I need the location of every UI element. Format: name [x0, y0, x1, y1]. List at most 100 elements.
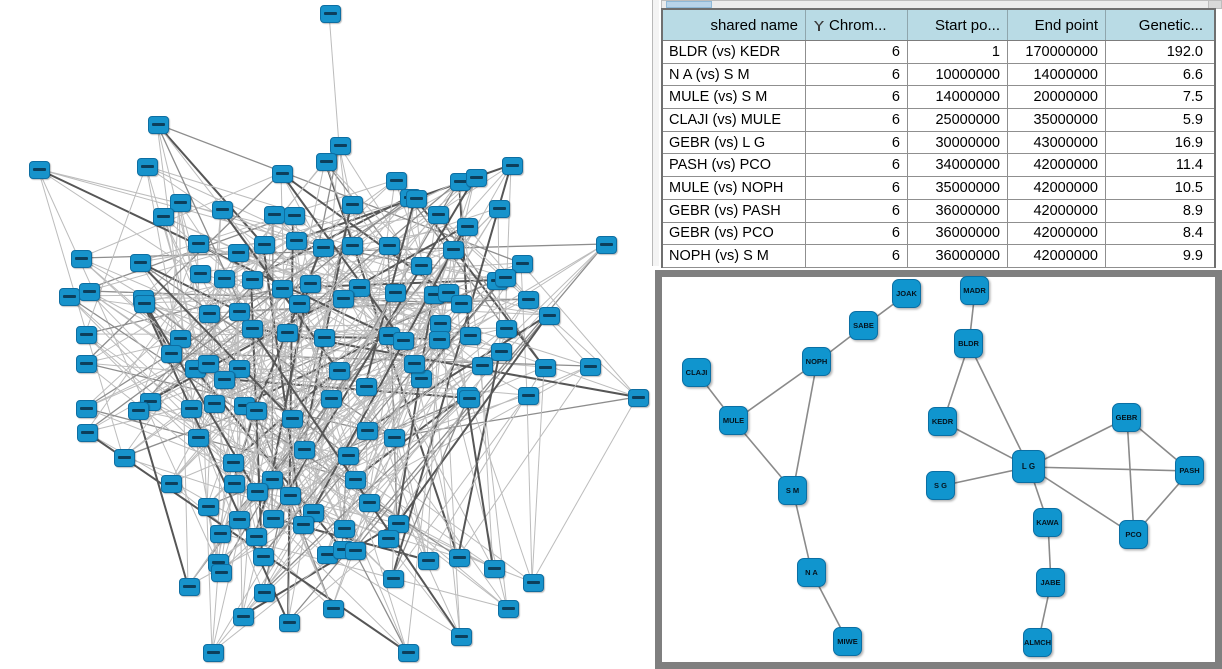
network-node[interactable]: [517, 291, 539, 309]
network-node-jabe[interactable]: JABE: [1036, 568, 1065, 597]
network-node[interactable]: [417, 552, 439, 570]
network-node[interactable]: [450, 295, 472, 313]
main-network-view[interactable]: [0, 0, 652, 669]
network-node[interactable]: [147, 116, 169, 134]
network-node-s-g[interactable]: S G: [926, 471, 955, 500]
network-node-gebr[interactable]: GEBR: [1112, 403, 1141, 432]
network-node[interactable]: [187, 429, 209, 447]
network-node-kawa[interactable]: KAWA: [1033, 508, 1062, 537]
network-node[interactable]: [428, 331, 450, 349]
network-node[interactable]: [281, 410, 303, 428]
network-node[interactable]: [160, 345, 182, 363]
network-node[interactable]: [70, 250, 92, 268]
network-node[interactable]: [387, 515, 409, 533]
network-node[interactable]: [211, 201, 233, 219]
network-node[interactable]: [627, 389, 649, 407]
network-node[interactable]: [178, 578, 200, 596]
column-header-shared-name[interactable]: shared name: [663, 10, 806, 40]
network-node-kedr[interactable]: KEDR: [928, 407, 957, 436]
network-node[interactable]: [78, 283, 100, 301]
network-node[interactable]: [517, 387, 539, 405]
network-node[interactable]: [197, 355, 219, 373]
table-row[interactable]: N A (vs) S M 6 10000000 14000000 6.6: [663, 63, 1214, 87]
table-row[interactable]: NOPH (vs) S M 6 36000000 42000000 9.9: [663, 245, 1214, 268]
network-node[interactable]: [160, 475, 182, 493]
filter-funnel-icon[interactable]: [814, 20, 825, 31]
network-node[interactable]: [152, 208, 174, 226]
network-node[interactable]: [427, 206, 449, 224]
network-node[interactable]: [189, 265, 211, 283]
network-node[interactable]: [358, 494, 380, 512]
network-node[interactable]: [397, 644, 419, 662]
network-node[interactable]: [241, 320, 263, 338]
network-node[interactable]: [488, 200, 510, 218]
network-node[interactable]: [198, 305, 220, 323]
network-node[interactable]: [405, 190, 427, 208]
network-node[interactable]: [410, 257, 432, 275]
sub-network-view[interactable]: JOAK SABE NOPH CLAJI MULE S M N A MIWE MADR BLDR K…: [662, 276, 1215, 662]
network-node-madr[interactable]: MADR: [960, 276, 989, 305]
network-node-joak[interactable]: JOAK: [892, 279, 921, 308]
network-node[interactable]: [228, 303, 250, 321]
network-node[interactable]: [385, 172, 407, 190]
network-node[interactable]: [76, 424, 98, 442]
network-node[interactable]: [197, 498, 219, 516]
network-node[interactable]: [329, 137, 351, 155]
network-node[interactable]: [228, 511, 250, 529]
network-node[interactable]: [341, 196, 363, 214]
network-node[interactable]: [253, 236, 275, 254]
column-header-end-point[interactable]: End point: [1008, 10, 1106, 40]
network-node[interactable]: [169, 194, 191, 212]
network-node[interactable]: [245, 528, 267, 546]
network-node[interactable]: [384, 284, 406, 302]
network-node[interactable]: [377, 530, 399, 548]
network-node[interactable]: [497, 600, 519, 618]
network-node[interactable]: [133, 295, 155, 313]
network-node-n-a[interactable]: N A: [797, 558, 826, 587]
network-node[interactable]: [293, 441, 315, 459]
table-row[interactable]: GEBR (vs) PASH 6 36000000 42000000 8.9: [663, 199, 1214, 223]
network-node[interactable]: [450, 628, 472, 646]
network-node-miwe[interactable]: MIWE: [833, 627, 862, 656]
network-node[interactable]: [458, 390, 480, 408]
network-node[interactable]: [213, 270, 235, 288]
network-node[interactable]: [313, 329, 335, 347]
network-node-noph[interactable]: NOPH: [802, 347, 831, 376]
column-header-genetic[interactable]: Genetic...: [1106, 10, 1210, 40]
network-node[interactable]: [494, 269, 516, 287]
network-node-bldr[interactable]: BLDR: [954, 329, 983, 358]
network-node[interactable]: [538, 307, 560, 325]
network-node[interactable]: [456, 218, 478, 236]
network-node[interactable]: [203, 395, 225, 413]
network-node[interactable]: [223, 475, 245, 493]
network-node[interactable]: [382, 570, 404, 588]
network-node[interactable]: [279, 487, 301, 505]
table-row[interactable]: PASH (vs) PCO 6 34000000 42000000 11.4: [663, 154, 1214, 178]
network-node[interactable]: [202, 644, 224, 662]
network-node[interactable]: [227, 244, 249, 262]
network-node[interactable]: [383, 429, 405, 447]
network-node[interactable]: [501, 157, 523, 175]
network-node[interactable]: [263, 206, 285, 224]
network-node[interactable]: [392, 332, 414, 350]
network-node[interactable]: [471, 357, 493, 375]
network-node[interactable]: [113, 449, 135, 467]
network-node[interactable]: [271, 280, 293, 298]
network-node[interactable]: [232, 608, 254, 626]
network-node[interactable]: [465, 169, 487, 187]
network-node[interactable]: [328, 362, 350, 380]
network-node[interactable]: [75, 326, 97, 344]
network-node[interactable]: [58, 288, 80, 306]
network-node[interactable]: [299, 275, 321, 293]
network-node[interactable]: [213, 371, 235, 389]
network-node[interactable]: [129, 254, 151, 272]
network-node[interactable]: [180, 400, 202, 418]
network-node[interactable]: [337, 447, 359, 465]
network-node[interactable]: [332, 290, 354, 308]
network-node[interactable]: [442, 241, 464, 259]
network-node[interactable]: [459, 327, 481, 345]
network-node[interactable]: [288, 295, 310, 313]
network-node[interactable]: [246, 483, 268, 501]
network-node[interactable]: [495, 320, 517, 338]
network-node[interactable]: [312, 239, 334, 257]
